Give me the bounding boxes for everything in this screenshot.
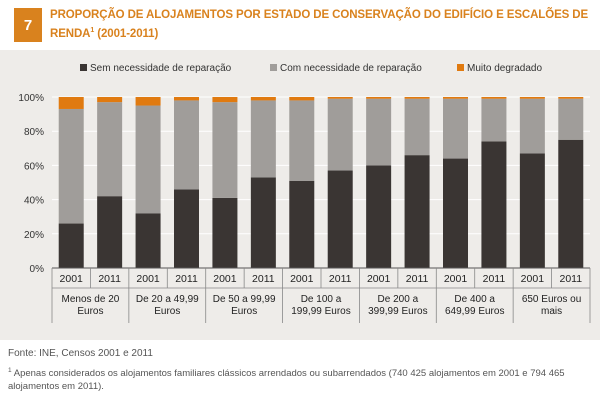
chart-title-years: (2001-2011)	[94, 27, 159, 40]
x-tick-label-8: 2011	[329, 273, 352, 285]
bar-segment-s2-5	[212, 102, 238, 198]
stacked-bar-chart: Sem necessidade de reparação Com necessid…	[18, 63, 591, 323]
group-label-4-line-1: De 100 a	[301, 294, 342, 305]
bar-segment-s1-9	[366, 165, 392, 268]
bar-segment-s3-13	[519, 97, 545, 99]
x-tick-label-13: 2001	[521, 273, 545, 285]
group-label-1-line-1: Menos de 20	[62, 294, 120, 305]
figure-number-badge: 7	[14, 8, 42, 42]
bar-segment-s1-14	[558, 139, 584, 268]
y-tick-label: 0%	[30, 264, 45, 275]
bar-segment-s2-13	[519, 98, 545, 154]
figure-header: 7 PROPORÇÃO DE ALOJAMENTOS POR ESTADO DE…	[0, 0, 610, 44]
legend-swatch-2	[270, 64, 277, 71]
group-label-6-line-1: De 400 a	[454, 294, 495, 305]
group-label-1-line-2: Euros	[77, 306, 103, 317]
bar-segment-s1-13	[519, 153, 545, 268]
bar-segment-s3-5	[212, 97, 238, 103]
bar-segment-s3-11	[443, 97, 468, 99]
y-tick-label: 80%	[24, 127, 44, 138]
legend-label-2: Com necessidade de reparação	[280, 63, 422, 74]
bar-segment-s1-6	[250, 177, 276, 268]
x-tick-label-4: 2011	[175, 273, 198, 285]
bar-segment-s2-8	[327, 98, 353, 171]
bar-segment-s3-3	[135, 97, 161, 106]
source-note: Fonte: INE, Censos 2001 e 2011	[8, 348, 153, 359]
y-tick-label: 60%	[24, 161, 44, 172]
bar-segment-s2-6	[250, 100, 276, 178]
chart-title-footnote-mark: 1	[90, 27, 95, 34]
group-label-7-line-2: mais	[541, 306, 562, 317]
footnote-mark: 1	[8, 367, 12, 374]
chart-panel: Sem necessidade de reparação Com necessid…	[0, 50, 600, 340]
x-tick-label-1: 2001	[60, 273, 84, 285]
bar-segment-s3-14	[558, 97, 584, 99]
y-tick-label: 100%	[18, 93, 44, 104]
group-label-7-line-1: 650 Euros ou	[522, 294, 582, 305]
group-label-5-line-2: 399,99 Euros	[368, 306, 428, 317]
bar-segment-s1-4	[174, 189, 199, 268]
bar-segment-s1-7	[289, 180, 315, 268]
legend-label-1: Sem necessidade de reparação	[90, 63, 232, 74]
bar-segment-s1-2	[97, 196, 123, 268]
group-label-5-line-1: De 200 a	[378, 294, 419, 305]
x-tick-label-3: 2001	[136, 273, 160, 285]
bar-segment-s3-7	[289, 97, 315, 101]
x-tick-label-2: 2011	[98, 273, 121, 285]
x-tick-label-12: 2011	[483, 273, 506, 285]
bar-segment-s2-1	[58, 108, 84, 224]
x-tick-label-10: 2011	[406, 273, 429, 285]
chart-title-main: PROPORÇÃO DE ALOJAMENTOS POR ESTADO DE C…	[50, 9, 589, 40]
group-label-4-line-2: 199,99 Euros	[291, 306, 351, 317]
y-tick-label: 20%	[24, 230, 44, 241]
x-tick-label-5: 2001	[213, 273, 237, 285]
bar-segment-s1-5	[212, 197, 238, 268]
x-tick-label-6: 2011	[252, 273, 275, 285]
bar-segment-s1-8	[327, 170, 353, 268]
legend-swatch-1	[80, 64, 87, 71]
bar-segment-s3-1	[58, 97, 84, 109]
bar-segment-s3-6	[250, 97, 276, 101]
bar-segment-s3-9	[366, 97, 392, 99]
legend-label-3: Muito degradado	[467, 63, 542, 74]
chart-title: PROPORÇÃO DE ALOJAMENTOS POR ESTADO DE C…	[50, 8, 600, 42]
bar-segment-s1-1	[58, 223, 84, 268]
footnote-text: Apenas considerados os alojamentos famil…	[8, 368, 565, 393]
group-label-2-line-2: Euros	[154, 306, 180, 317]
bar-segment-s2-14	[558, 98, 584, 140]
bar-segment-s2-3	[135, 105, 161, 214]
group-label-3-line-1: De 50 a 99,99	[213, 294, 276, 305]
bar-segment-s3-4	[174, 97, 199, 101]
group-label-2-line-1: De 20 a 49,99	[136, 294, 199, 305]
x-tick-label-11: 2001	[444, 273, 468, 285]
x-tick-label-7: 2001	[290, 273, 314, 285]
bar-segment-s1-11	[443, 158, 468, 268]
bar-segment-s2-4	[174, 100, 199, 190]
bar-segment-s2-9	[366, 98, 392, 166]
bar-segment-s2-10	[404, 98, 430, 156]
legend-swatch-3	[457, 64, 464, 71]
bar-segment-s2-2	[97, 102, 123, 197]
x-tick-label-9: 2001	[367, 273, 391, 285]
bar-segment-s1-12	[481, 141, 507, 268]
bar-segment-s1-10	[404, 155, 430, 268]
bar-segment-s2-7	[289, 100, 315, 181]
bar-segment-s3-10	[404, 97, 430, 99]
bar-segment-s3-2	[97, 97, 123, 103]
group-label-6-line-2: 649,99 Euros	[445, 306, 505, 317]
footnote: 1 Apenas considerados os alojamentos fam…	[8, 364, 593, 393]
bar-segment-s2-11	[443, 98, 468, 159]
bar-segment-s1-3	[135, 213, 161, 268]
x-tick-label-14: 2011	[559, 273, 582, 285]
bar-segment-s3-8	[327, 97, 353, 99]
y-tick-label: 40%	[24, 196, 44, 207]
bar-segment-s3-12	[481, 97, 507, 99]
bar-segment-s2-12	[481, 98, 507, 142]
group-label-3-line-2: Euros	[231, 306, 257, 317]
